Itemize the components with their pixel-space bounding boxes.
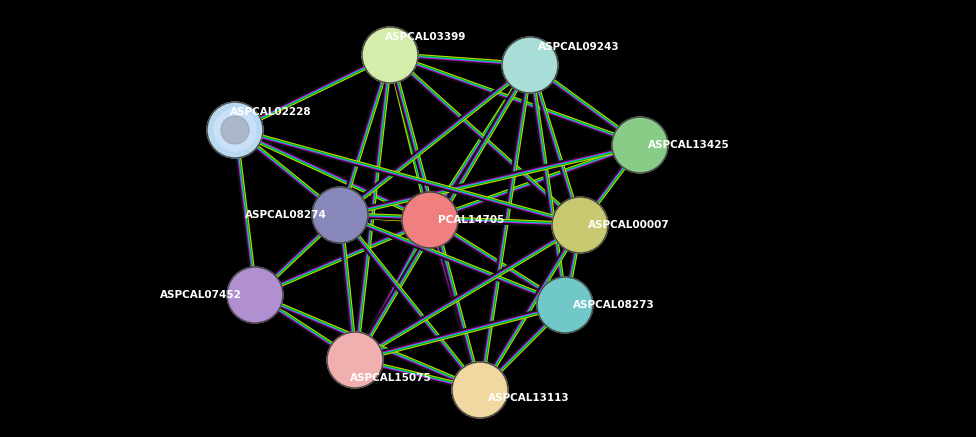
Circle shape xyxy=(221,116,249,144)
Circle shape xyxy=(214,109,256,151)
Text: PCAL14705: PCAL14705 xyxy=(438,215,505,225)
Circle shape xyxy=(402,192,458,248)
Text: ASPCAL07452: ASPCAL07452 xyxy=(160,290,242,300)
Text: ASPCAL09243: ASPCAL09243 xyxy=(538,42,620,52)
Text: ASPCAL00007: ASPCAL00007 xyxy=(588,220,670,230)
Circle shape xyxy=(227,267,283,323)
Text: ASPCAL13113: ASPCAL13113 xyxy=(488,393,570,403)
Circle shape xyxy=(452,362,508,418)
Text: ASPCAL08273: ASPCAL08273 xyxy=(573,300,655,310)
Circle shape xyxy=(502,37,558,93)
Circle shape xyxy=(612,117,668,173)
Text: ASPCAL02228: ASPCAL02228 xyxy=(230,107,311,117)
Text: ASPCAL13425: ASPCAL13425 xyxy=(648,140,730,150)
Circle shape xyxy=(552,197,608,253)
Circle shape xyxy=(327,332,383,388)
Circle shape xyxy=(362,27,418,83)
Text: ASPCAL03399: ASPCAL03399 xyxy=(385,32,467,42)
Circle shape xyxy=(312,187,368,243)
Text: ASPCAL15075: ASPCAL15075 xyxy=(350,373,431,383)
Circle shape xyxy=(537,277,593,333)
Text: ASPCAL08274: ASPCAL08274 xyxy=(245,210,327,220)
Circle shape xyxy=(207,102,263,158)
